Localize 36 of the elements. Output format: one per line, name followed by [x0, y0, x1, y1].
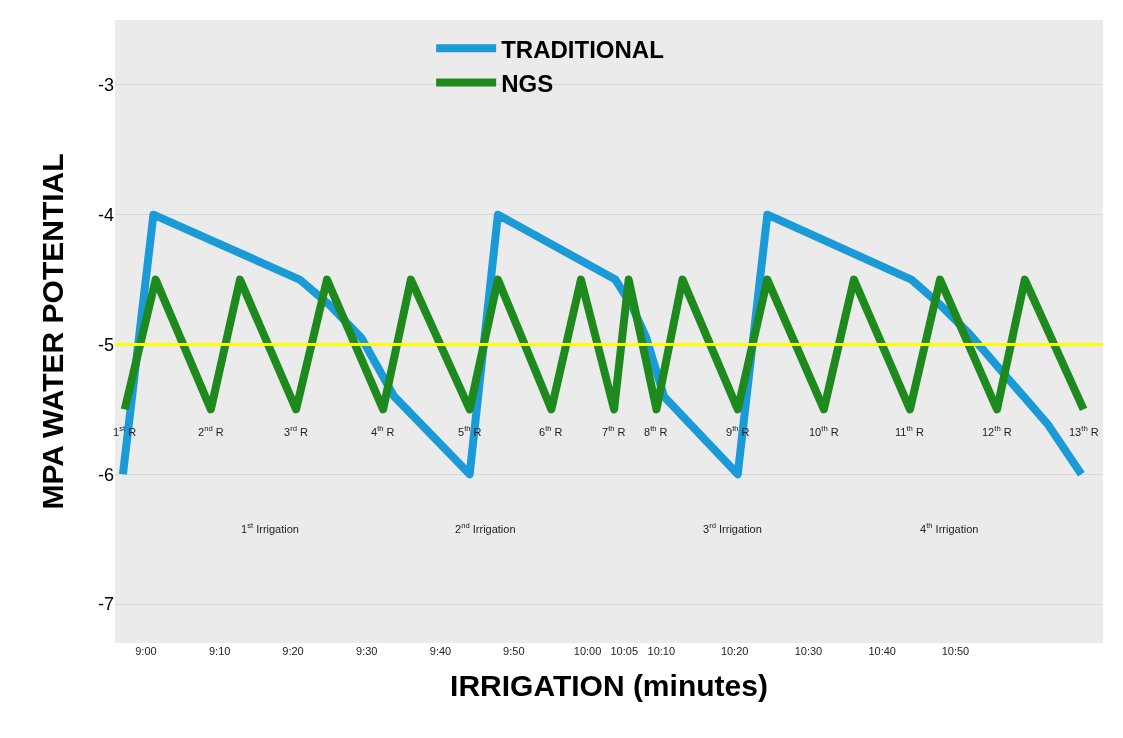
x-tick-label: 10:00: [573, 645, 602, 657]
legend-label: NGS: [501, 69, 554, 97]
x-tick-label: 10:40: [868, 645, 896, 657]
x-tick-label: 9:20: [282, 645, 304, 657]
annotation: 4$^{th}$ R: [371, 424, 395, 438]
annotation: 2$^{nd}$ R: [198, 424, 224, 438]
x-tick-label: 10:50: [941, 645, 970, 657]
x-axis-title: IRRIGATION (minutes): [450, 668, 768, 702]
legend-label: TRADITIONAL: [501, 35, 664, 63]
y-tick-label: -5: [97, 334, 114, 355]
annotation: 10$^{th}$ R: [809, 424, 839, 438]
y-tick-label: -6: [97, 464, 114, 485]
annotation: 3$^{rd}$ Irrigation: [703, 521, 762, 535]
annotation: 7$^{th}$ R: [602, 424, 626, 438]
annotation: 6$^{th}$ R: [539, 424, 563, 438]
y-tick-label: -7: [97, 594, 114, 615]
annotation: 3$^{rd}$ R: [284, 424, 309, 438]
x-tick-label: 9:40: [429, 645, 452, 657]
annotation: 2$^{nd}$ Irrigation: [455, 521, 516, 535]
x-tick-label: 9:30: [356, 645, 378, 657]
x-tick-label: 10:10: [647, 645, 676, 657]
x-tick-label: 10:20: [720, 645, 749, 657]
annotation: 12$^{th}$ R: [982, 424, 1012, 438]
annotation: 1$^{st}$ Irrigation: [241, 521, 299, 535]
x-tick-label: 9:50: [503, 645, 525, 657]
x-tick-label: 10:30: [794, 645, 823, 657]
annotation: 4$^{th}$ Irrigation: [920, 521, 979, 535]
y-tick-label: -3: [97, 75, 114, 96]
x-tick-label: 10:05: [610, 645, 639, 657]
x-tick-label: 9:00: [135, 645, 157, 657]
annotation: 11$^{th}$ R: [895, 424, 924, 438]
y-tick-label: -4: [97, 204, 114, 225]
annotation: 13$^{th}$ R: [1069, 424, 1099, 438]
y-axis-title: MPA WATER POTENTIAL: [35, 153, 69, 510]
annotation: 8$^{th}$ R: [644, 424, 668, 438]
x-tick-label: 9:10: [208, 645, 231, 657]
